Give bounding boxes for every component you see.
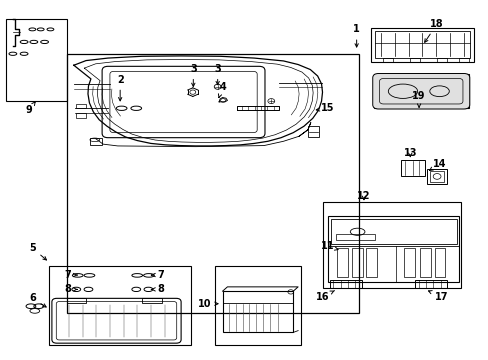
Bar (142, 298, 161, 303)
Text: 2: 2 (117, 75, 123, 101)
Bar (66, 298, 86, 303)
Bar (458, 58, 468, 62)
Text: 14: 14 (429, 159, 446, 171)
Text: 13: 13 (403, 148, 416, 158)
Bar (215, 266, 300, 345)
Text: 1: 1 (352, 24, 359, 47)
Text: 17: 17 (427, 291, 448, 302)
Bar (66, 54, 358, 313)
Bar (434, 248, 445, 277)
Bar (351, 248, 362, 277)
Text: 6: 6 (29, 293, 46, 307)
Bar (429, 171, 444, 182)
Bar (419, 248, 430, 277)
Bar (328, 216, 458, 282)
Text: 7: 7 (64, 270, 77, 280)
Bar (49, 266, 190, 345)
Bar (400, 160, 424, 176)
Text: 12: 12 (357, 191, 370, 201)
Bar (76, 113, 86, 118)
Text: 5: 5 (29, 243, 46, 260)
Bar (222, 291, 293, 332)
Bar (76, 104, 86, 108)
Bar (436, 58, 446, 62)
Bar (307, 126, 318, 137)
Bar (373, 74, 468, 108)
Bar (409, 58, 419, 62)
Text: 16: 16 (315, 291, 334, 302)
Bar (370, 28, 473, 62)
Text: 7: 7 (151, 270, 163, 280)
Text: 9: 9 (25, 102, 35, 115)
Text: 8: 8 (64, 284, 77, 294)
Bar (336, 248, 347, 277)
Bar (383, 58, 392, 62)
Text: 3: 3 (214, 64, 221, 85)
Text: 11: 11 (321, 241, 337, 251)
Bar (5, 19, 66, 101)
Bar (403, 248, 414, 277)
Bar (335, 234, 374, 240)
Text: 3: 3 (189, 64, 196, 86)
Bar (414, 280, 446, 288)
Text: 8: 8 (151, 284, 164, 294)
Text: 19: 19 (411, 91, 425, 107)
Bar (329, 280, 361, 288)
Bar (90, 138, 102, 145)
Bar (366, 248, 376, 277)
Text: 15: 15 (316, 103, 333, 113)
Bar (374, 31, 469, 58)
Text: 18: 18 (424, 19, 443, 42)
Text: 10: 10 (197, 299, 218, 309)
Text: 4: 4 (218, 82, 225, 98)
Bar (322, 202, 461, 288)
Bar (330, 219, 456, 244)
Bar (427, 169, 446, 184)
FancyBboxPatch shape (372, 73, 469, 109)
